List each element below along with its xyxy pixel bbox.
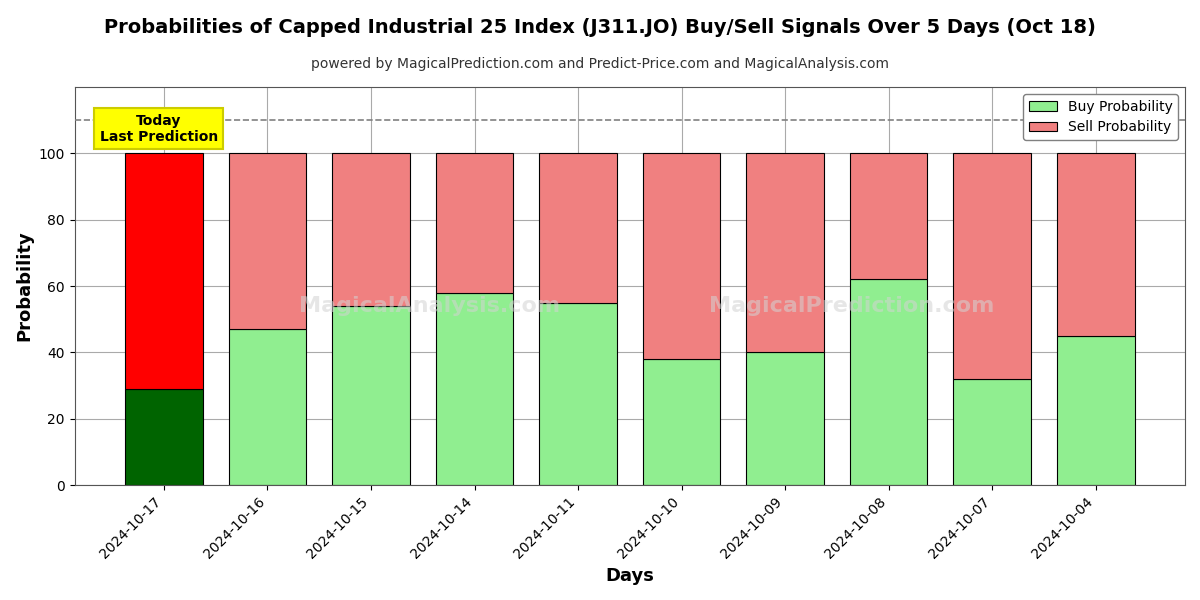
Text: MagicalAnalysis.com: MagicalAnalysis.com xyxy=(300,296,560,316)
X-axis label: Days: Days xyxy=(605,567,654,585)
Bar xyxy=(850,154,928,280)
Bar xyxy=(332,306,410,485)
Bar xyxy=(1057,154,1134,336)
Legend: Buy Probability, Sell Probability: Buy Probability, Sell Probability xyxy=(1024,94,1178,140)
Bar xyxy=(850,280,928,485)
Bar xyxy=(229,329,306,485)
Text: powered by MagicalPrediction.com and Predict-Price.com and MagicalAnalysis.com: powered by MagicalPrediction.com and Pre… xyxy=(311,57,889,71)
Bar xyxy=(332,154,410,306)
Bar xyxy=(746,154,824,352)
Bar xyxy=(229,154,306,329)
Bar xyxy=(953,154,1031,379)
Bar xyxy=(643,154,720,359)
Bar xyxy=(643,359,720,485)
Bar xyxy=(539,302,617,485)
Bar xyxy=(125,154,203,389)
Bar xyxy=(1057,336,1134,485)
Text: Probabilities of Capped Industrial 25 Index (J311.JO) Buy/Sell Signals Over 5 Da: Probabilities of Capped Industrial 25 In… xyxy=(104,18,1096,37)
Text: Today
Last Prediction: Today Last Prediction xyxy=(100,113,218,144)
Bar xyxy=(746,352,824,485)
Text: MagicalPrediction.com: MagicalPrediction.com xyxy=(709,296,995,316)
Bar xyxy=(125,389,203,485)
Bar xyxy=(436,293,514,485)
Bar xyxy=(436,154,514,293)
Bar xyxy=(953,379,1031,485)
Y-axis label: Probability: Probability xyxy=(16,231,34,341)
Bar xyxy=(539,154,617,302)
